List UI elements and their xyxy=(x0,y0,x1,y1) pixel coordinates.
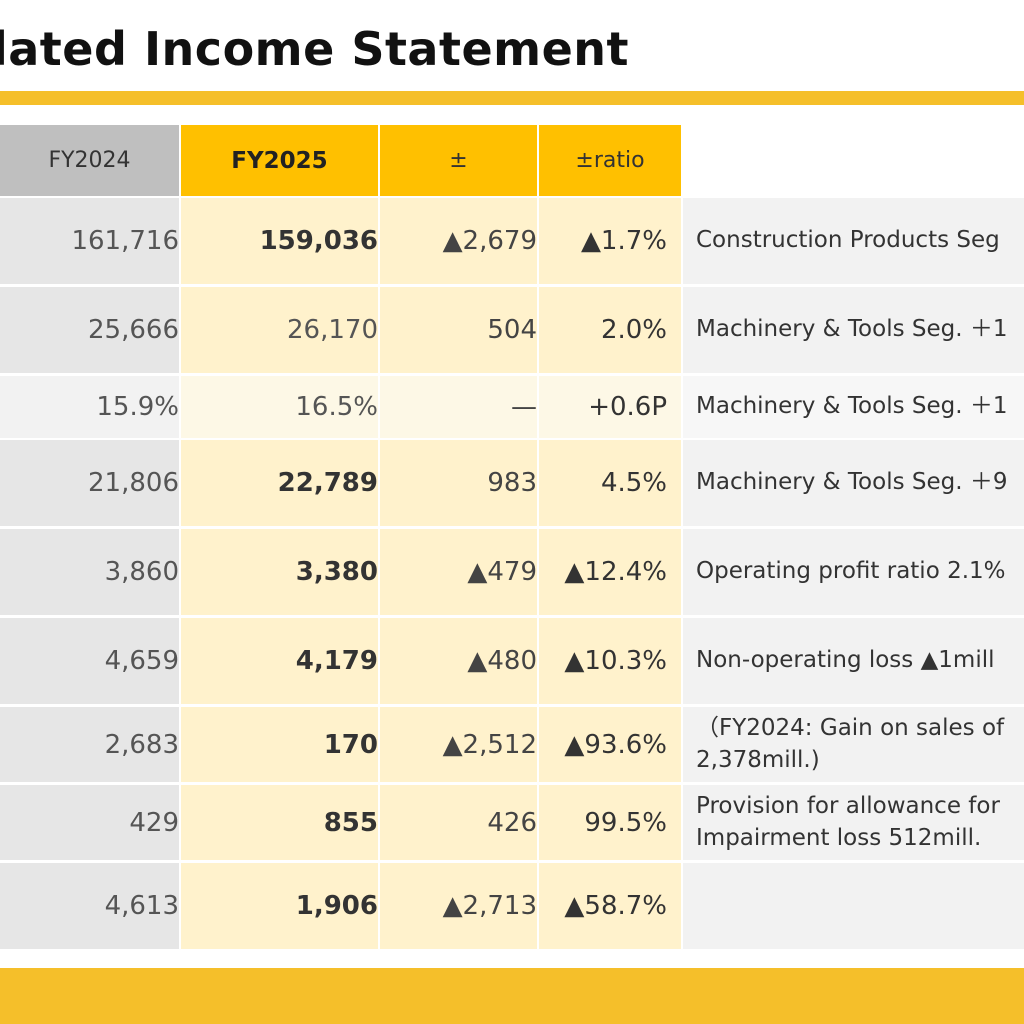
cell-fy2025: 170 xyxy=(181,707,378,782)
cell-difference: ▲2,713 xyxy=(380,863,537,949)
header-ratio: ±ratio xyxy=(539,125,681,196)
table-row: 161,716 159,036 ▲2,679 ▲1.7% Constructio… xyxy=(0,198,1024,284)
cell-note xyxy=(683,863,1024,949)
cell-note: Operating profit ratio 2.1% xyxy=(683,529,1024,615)
cell-fy2025: 3,380 xyxy=(181,529,378,615)
cell-fy2025: 26,170 xyxy=(181,287,378,373)
cell-fy2024: 21,806 xyxy=(0,440,179,526)
cell-difference: ▲2,679 xyxy=(380,198,537,284)
cell-fy2024: 15.9% xyxy=(0,376,179,438)
cell-difference: ▲479 xyxy=(380,529,537,615)
cell-ratio: ▲10.3% xyxy=(539,618,681,704)
cell-ratio: +0.6P xyxy=(539,376,681,438)
cell-fy2024: 4,659 xyxy=(0,618,179,704)
cell-difference: ▲480 xyxy=(380,618,537,704)
cell-difference: 983 xyxy=(380,440,537,526)
cell-note: （FY2024: Gain on sales of 2,378mill.) xyxy=(683,707,1024,782)
header-difference: ± xyxy=(380,125,537,196)
cell-fy2025: 855 xyxy=(181,785,378,860)
cell-ratio: ▲58.7% xyxy=(539,863,681,949)
header-fy2025: FY2025 xyxy=(181,125,378,196)
table-row: 2,683 170 ▲2,512 ▲93.6% （FY2024: Gain on… xyxy=(0,707,1024,782)
cell-fy2024: 2,683 xyxy=(0,707,179,782)
page-title: lated Income Statement xyxy=(0,22,630,76)
cell-note-line: Impairment loss 512mill. xyxy=(696,824,982,851)
table-row: 21,806 22,789 983 4.5% Machinery & Tools… xyxy=(0,440,1024,526)
cell-fy2025: 1,906 xyxy=(181,863,378,949)
cell-note: Non-operating loss ▲1mill xyxy=(683,618,1024,704)
cell-note: Machinery & Tools Seg. ＋9 xyxy=(683,440,1024,526)
table-row: 429 855 426 99.5% Provision for allowanc… xyxy=(0,785,1024,860)
cell-ratio: ▲12.4% xyxy=(539,529,681,615)
cell-note: Construction Products Seg xyxy=(683,198,1024,284)
table-row: 4,659 4,179 ▲480 ▲10.3% Non-operating lo… xyxy=(0,618,1024,704)
cell-ratio: ▲93.6% xyxy=(539,707,681,782)
table-row: 15.9% 16.5% — +0.6P Machinery & Tools Se… xyxy=(0,376,1024,438)
cell-fy2024: 429 xyxy=(0,785,179,860)
header-fy2024: FY2024 xyxy=(0,125,179,196)
cell-note: Machinery & Tools Seg. ＋1 xyxy=(683,376,1024,438)
cell-fy2024: 161,716 xyxy=(0,198,179,284)
cell-ratio: 99.5% xyxy=(539,785,681,860)
cell-difference: — xyxy=(380,376,537,438)
cell-difference: 426 xyxy=(380,785,537,860)
cell-fy2025: 4,179 xyxy=(181,618,378,704)
cell-difference: ▲2,512 xyxy=(380,707,537,782)
cell-ratio: ▲1.7% xyxy=(539,198,681,284)
footer-bar xyxy=(0,968,1024,1024)
cell-note-line: （FY2024: Gain on sales of xyxy=(696,714,1005,741)
table-row: 25,666 26,170 504 2.0% Machinery & Tools… xyxy=(0,287,1024,373)
cell-difference: 504 xyxy=(380,287,537,373)
cell-fy2024: 25,666 xyxy=(0,287,179,373)
title-underline-bar xyxy=(0,91,1024,105)
cell-note-line: Provision for allowance for xyxy=(696,792,1000,819)
cell-fy2024: 3,860 xyxy=(0,529,179,615)
cell-note: Machinery & Tools Seg. ＋1 xyxy=(683,287,1024,373)
cell-ratio: 2.0% xyxy=(539,287,681,373)
cell-fy2025: 159,036 xyxy=(181,198,378,284)
table-row: 4,613 1,906 ▲2,713 ▲58.7% xyxy=(0,863,1024,949)
table-row: 3,860 3,380 ▲479 ▲12.4% Operating profit… xyxy=(0,529,1024,615)
cell-fy2025: 22,789 xyxy=(181,440,378,526)
cell-note-line: 2,378mill.) xyxy=(696,746,820,773)
cell-fy2025: 16.5% xyxy=(181,376,378,438)
cell-note: Provision for allowance for Impairment l… xyxy=(683,785,1024,860)
cell-ratio: 4.5% xyxy=(539,440,681,526)
cell-fy2024: 4,613 xyxy=(0,863,179,949)
